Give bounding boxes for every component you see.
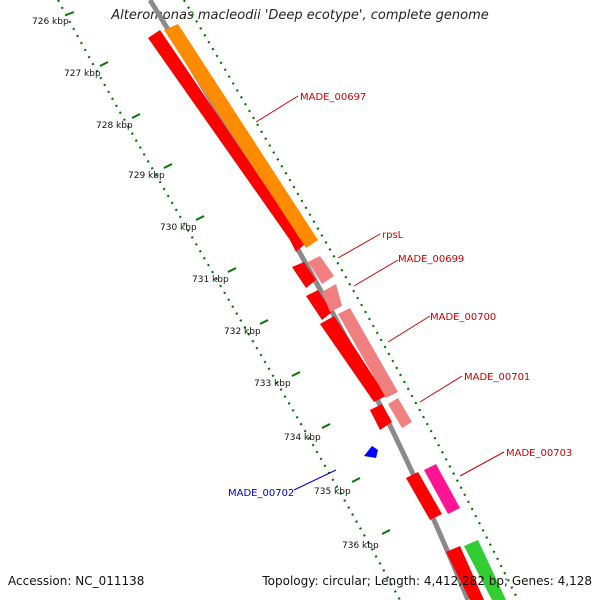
svg-text:733 kbp: 733 kbp: [254, 379, 291, 389]
gene-label-rpsl[interactable]: rpsL: [382, 230, 404, 241]
cds-made-00700[interactable]: [320, 316, 386, 402]
pointer-made-00697: [255, 95, 299, 123]
tick-728: 728 kbp: [96, 113, 141, 131]
gene-label-made-00701[interactable]: MADE_00701: [464, 372, 530, 383]
tick-731: 731 kbp: [192, 267, 237, 285]
tick-ruler: [57, 0, 401, 600]
tick-736: 736 kbp: [342, 529, 391, 551]
tick-734: 734 kbp: [284, 423, 331, 443]
gene-label-made-00699[interactable]: MADE_00699: [398, 254, 464, 265]
svg-text:734 kbp: 734 kbp: [284, 433, 321, 443]
pointer-made-00703: [459, 451, 505, 477]
tick-729: 729 kbp: [128, 163, 173, 181]
cds-bottom-red[interactable]: [446, 546, 484, 600]
tick-732: 732 kbp: [224, 319, 269, 337]
svg-text:727 kbp: 727 kbp: [64, 69, 101, 79]
gene-label-made-00703[interactable]: MADE_00703: [506, 448, 572, 459]
tick-733: 733 kbp: [254, 371, 301, 389]
tick-727: 727 kbp: [64, 61, 109, 79]
svg-text:729 kbp: 729 kbp: [128, 171, 165, 181]
svg-text:728 kbp: 728 kbp: [96, 121, 133, 131]
pointer-rpsl: [337, 233, 381, 259]
pointer-made-00700: [387, 315, 431, 343]
cds-made-00699[interactable]: [306, 290, 332, 320]
tick-730: 730 kbp: [160, 215, 205, 233]
pink-feature-made-00700[interactable]: [338, 308, 398, 398]
pink-feature-made-00701[interactable]: [388, 398, 412, 428]
magenta-feature-made-00703[interactable]: [424, 464, 460, 514]
gene-label-made-00700[interactable]: MADE_00700: [430, 312, 496, 323]
svg-text:726 kbp: 726 kbp: [32, 17, 69, 27]
pointer-made-00702: [293, 469, 337, 491]
pointer-made-00701: [419, 375, 463, 403]
pointer-made-00699: [353, 259, 399, 287]
gene-label-made-00702[interactable]: MADE_00702: [228, 488, 294, 499]
svg-text:732 kbp: 732 kbp: [224, 327, 261, 337]
genome-stats-label: Topology: circular; Length: 4,412,282 bp…: [262, 574, 592, 588]
cds-rpsl[interactable]: [292, 262, 316, 288]
cds-made-00703[interactable]: [406, 472, 442, 520]
svg-text:730 kbp: 730 kbp: [160, 223, 197, 233]
gene-label-made-00697[interactable]: MADE_00697: [300, 92, 366, 103]
tick-726: 726 kbp: [32, 11, 75, 27]
svg-text:731 kbp: 731 kbp: [192, 275, 229, 285]
genome-title: Alteromonas macleodii 'Deep ecotype', co…: [111, 8, 489, 23]
cds-made-00702[interactable]: [364, 446, 378, 458]
cds-made-00697[interactable]: [148, 30, 305, 252]
green-feature-bottom[interactable]: [464, 540, 506, 600]
tick-735: 735 kbp: [314, 477, 361, 497]
svg-text:736 kbp: 736 kbp: [342, 541, 379, 551]
cds-made-00701[interactable]: [370, 404, 392, 430]
svg-text:735 kbp: 735 kbp: [314, 487, 351, 497]
pink-feature-made-00699[interactable]: [322, 284, 342, 312]
pink-feature-rpsl[interactable]: [308, 256, 334, 284]
orange-feature-made-00697[interactable]: [164, 24, 318, 248]
outer-track-guide: [183, 0, 519, 600]
accession-label: Accession: NC_011138: [8, 574, 145, 588]
